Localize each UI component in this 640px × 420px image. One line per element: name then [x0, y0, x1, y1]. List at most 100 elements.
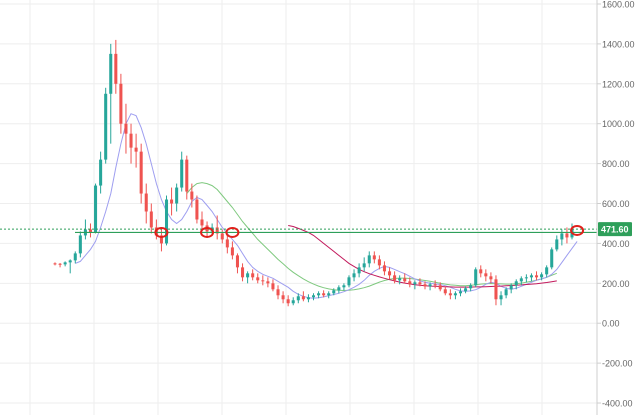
candle-body: [337, 287, 341, 291]
candle-body: [271, 283, 275, 290]
marker-circle: [225, 226, 240, 238]
candle-body: [393, 275, 397, 281]
candle-body: [149, 211, 153, 228]
candle-body: [261, 280, 265, 282]
grid-layer: [0, 0, 597, 415]
candle-body: [185, 159, 189, 192]
candle-body: [479, 269, 483, 274]
candle-body: [195, 199, 199, 220]
candle-body: [499, 295, 503, 300]
candle-body: [58, 263, 62, 265]
candlestick-series: [53, 39, 574, 307]
candle-body: [317, 293, 321, 296]
candle-body: [175, 187, 179, 204]
price-axis-tick-label: 1000.00: [602, 119, 635, 129]
candle-body: [220, 233, 224, 240]
candle-body: [352, 273, 356, 278]
candle-body: [443, 289, 447, 294]
candle-body: [555, 239, 559, 250]
candle-body: [372, 255, 376, 260]
moving-average-fast-line: [75, 113, 578, 299]
candle-body: [398, 278, 402, 281]
candle-body: [469, 285, 473, 289]
candle-body: [281, 295, 285, 300]
candle-body: [276, 289, 280, 296]
candle-body: [428, 284, 432, 287]
price-axis-tick-label: 1600.00: [602, 0, 635, 9]
candle-body: [144, 193, 148, 212]
price-level-layer: [0, 228, 597, 234]
candle-body: [306, 297, 310, 300]
candle-body: [266, 281, 270, 284]
candle-body: [377, 259, 381, 266]
candle-body: [322, 293, 326, 296]
candle-body: [159, 235, 163, 244]
candle-body: [311, 295, 316, 298]
candle-body: [357, 267, 361, 274]
candle-body: [382, 265, 386, 272]
price-axis[interactable]: 1600.00 1400.00 1200.00 1000.00 800.00 600.00…: [596, 0, 635, 415]
candle-body: [164, 199, 169, 244]
candle-body: [565, 233, 569, 238]
candle-body: [464, 288, 468, 292]
candle-body: [129, 133, 133, 148]
price-axis-tick-label: 800.00: [602, 159, 630, 169]
candle-body: [342, 285, 346, 288]
candle-body: [94, 185, 98, 233]
marker-circle: [570, 224, 585, 236]
candle-body: [494, 279, 498, 300]
candle-body: [230, 247, 234, 256]
candle-body: [438, 285, 442, 290]
moving-average-layer: [75, 113, 578, 299]
candle-body: [524, 277, 528, 279]
candle-body: [418, 282, 422, 285]
candle-body: [109, 53, 113, 94]
candle-body: [301, 296, 305, 300]
candle-body: [413, 282, 417, 285]
price-axis-tick-label: 0.00: [602, 319, 620, 329]
candle-body: [246, 273, 250, 278]
candle-body: [484, 273, 488, 277]
candle-body: [119, 83, 123, 124]
candle-body: [403, 278, 407, 282]
candle-body: [190, 191, 194, 200]
candle-body: [489, 276, 493, 280]
candle-body: [63, 262, 67, 265]
price-axis-tick-label: 400.00: [602, 239, 630, 249]
candle-body: [509, 285, 513, 290]
candle-body: [534, 275, 539, 278]
candle-body: [453, 293, 457, 296]
candle-body: [504, 289, 508, 296]
candle-body: [448, 293, 452, 296]
candle-body: [332, 290, 336, 294]
price-axis-tick-label: 1400.00: [602, 39, 635, 49]
candle-body: [241, 267, 245, 278]
candle-body: [388, 271, 392, 276]
candle-body: [200, 219, 204, 226]
candle-body: [134, 147, 138, 152]
candle-body: [514, 281, 518, 286]
candle-body: [286, 299, 290, 304]
candle-body: [560, 233, 564, 240]
candle-body: [225, 239, 229, 248]
candle-body: [124, 123, 128, 134]
current-price-badge: [598, 222, 632, 237]
candle-body: [291, 300, 295, 304]
candle-body: [170, 199, 174, 204]
moving-average-slow-line: [288, 225, 557, 288]
candle-body: [73, 253, 77, 261]
candle-body: [114, 53, 118, 84]
current-price-label: 471.60: [601, 225, 629, 235]
candle-body: [367, 255, 371, 264]
candle-body: [215, 227, 219, 234]
candle-body: [550, 249, 554, 268]
marker-circle: [200, 226, 215, 238]
candle-body: [545, 267, 549, 275]
candle-body: [235, 255, 239, 268]
candle-body: [68, 260, 72, 263]
candle-body: [474, 269, 478, 286]
candle-body: [88, 229, 93, 233]
price-axis-tick-label: -200.00: [602, 359, 633, 369]
